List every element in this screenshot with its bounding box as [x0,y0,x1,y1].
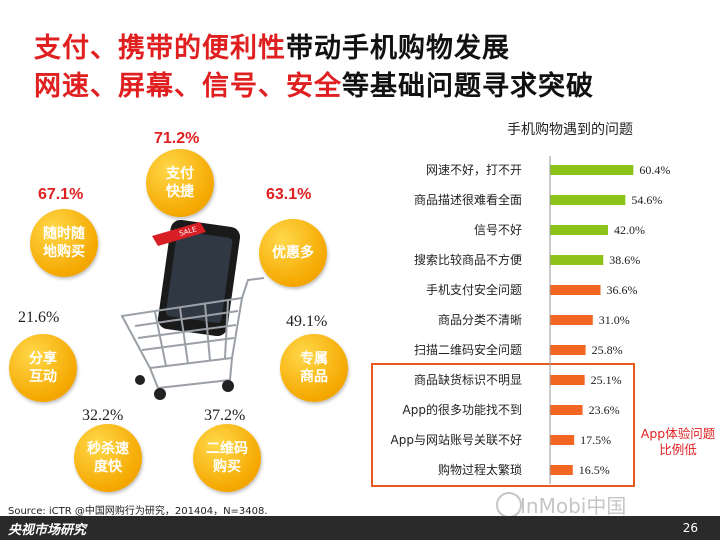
bubble-value-6: 37.2% [204,407,246,424]
category-label: 信号不好 [474,223,522,237]
bar [550,345,586,355]
bubble-value-0: 71.2% [154,130,200,147]
chart-title: 手机购物遇到的问题 [507,122,633,138]
bubble-3: 分享 互动 [9,334,77,402]
bubble-2: 优惠多 [259,219,327,287]
bubble-5: 秒杀速 度快 [74,424,142,492]
value-label: 31.0% [599,313,630,327]
bubble-value-3: 21.6% [18,309,60,326]
chart-bars: 网速不好，打不开 60.4% 商品描述很难看全面 54.6% 信号不好 42.0% 搜索比较… [391,163,671,477]
page-number: 26 [682,521,698,535]
wechat-watermark-icon [496,492,522,518]
app-experience-annotation: App体验问题 比例低 [640,426,716,457]
value-label: 16.5% [579,463,610,477]
value-label: 17.5% [580,433,611,447]
watermark: InMobi中国 [520,494,627,518]
bar [550,435,575,445]
source-note: Source: iCTR @中国网购行为研究，201404，N=3408. [8,506,268,517]
bubble-value-2: 63.1% [266,186,312,203]
category-label: 商品缺货标识不明显 [414,372,522,387]
problems-bar-chart: 手机购物遇到的问题 网速不好，打不开 60.4% 商品描述很难看全面 54.6% 信号不… [371,122,671,487]
value-label: 23.6% [589,403,620,417]
bubble-value-5: 32.2% [82,407,124,424]
bubble-value-4: 49.1% [286,313,328,330]
title-line-2: 网速、屏幕、信号、安全等基础问题寻求突破 [34,71,594,102]
value-label: 25.1% [591,373,622,387]
value-label: 42.0% [614,223,645,237]
highlight-box [371,363,635,487]
shopping-cart-icon: SALE [120,219,265,400]
category-label: 商品描述很难看全面 [414,192,522,207]
bar [550,405,583,415]
bar [550,285,601,295]
bar [550,195,626,205]
bubble-value-1: 67.1% [38,186,84,203]
category-label: 手机支付安全问题 [426,282,522,297]
bubble-6: 二维码 购买 [193,424,261,492]
footer-bar [0,516,720,540]
title-line-1: 支付、携带的便利性带动手机购物发展 [34,33,510,64]
bar [550,315,593,325]
category-label: App的很多功能找不到 [403,402,522,417]
bar [550,225,608,235]
bubble-1: 随时随 地购买 [30,209,98,277]
value-label: 60.4% [639,163,670,177]
category-label: 商品分类不清晰 [438,312,522,327]
category-label: App与网站账号关联不好 [391,433,522,447]
value-label: 36.6% [607,283,638,297]
category-label: 购物过程太繁琐 [438,462,522,477]
bar [550,375,585,385]
value-label: 25.8% [592,343,623,357]
value-label: 54.6% [631,193,662,207]
bubble-0: 支付 快捷 [146,149,214,217]
category-label: 网速不好，打不开 [426,163,522,177]
footer-brand: 央视市场研究 [8,523,87,538]
bar [550,465,573,475]
bar [550,165,634,175]
bubble-4: 专属 商品 [280,334,348,402]
category-label: 搜索比较商品不方便 [414,252,522,267]
bar [550,255,604,265]
value-label: 38.6% [609,253,640,267]
category-label: 扫描二维码安全问题 [414,342,522,357]
